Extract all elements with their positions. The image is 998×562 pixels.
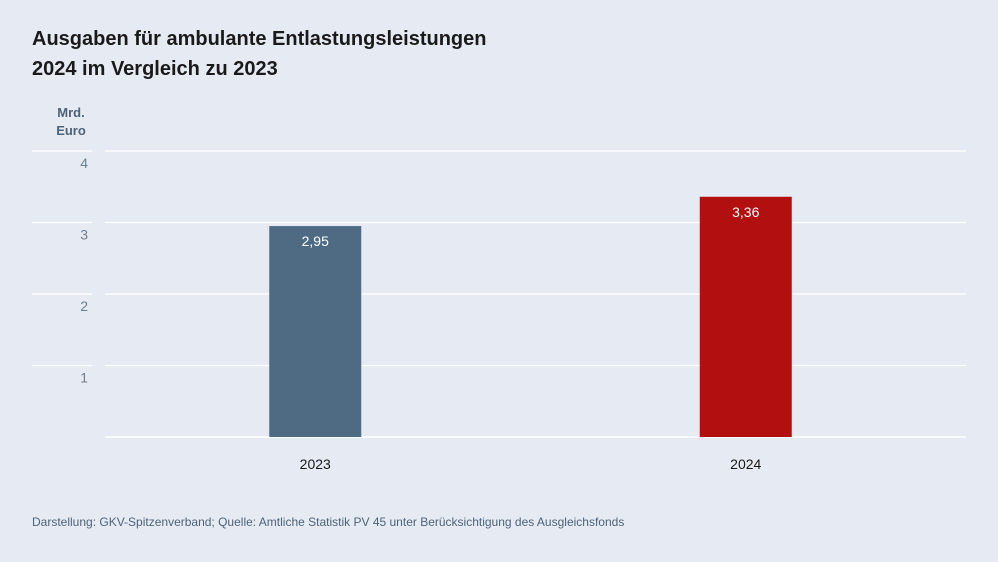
bar-value-label: 3,36 bbox=[732, 204, 759, 220]
bar-2024 bbox=[699, 196, 792, 437]
bar-chart: 1 2 3 4 2,95 2023 3,36 2024 bbox=[32, 150, 966, 472]
source-note: Darstellung: GKV-Spitzenverband; Quelle:… bbox=[32, 515, 625, 529]
bar-2023 bbox=[269, 226, 362, 437]
chart-title: Ausgaben für ambulante Entlastungsleistu… bbox=[32, 24, 487, 84]
chart-title-line-2: 2024 im Vergleich zu 2023 bbox=[32, 58, 278, 80]
y-axis-unit-label: Mrd. Euro bbox=[46, 104, 96, 140]
bar-value-label: 2,95 bbox=[302, 233, 329, 249]
y-tick-label: 4 bbox=[80, 155, 88, 171]
y-axis-unit-line-2: Euro bbox=[56, 123, 86, 138]
chart-title-line-1: Ausgaben für ambulante Entlastungsleistu… bbox=[32, 28, 487, 50]
y-tick-label: 3 bbox=[80, 227, 88, 243]
y-axis-unit-line-1: Mrd. bbox=[57, 105, 85, 120]
x-tick-label: 2024 bbox=[730, 456, 761, 472]
x-tick-label: 2023 bbox=[300, 456, 331, 472]
y-tick-label: 2 bbox=[80, 298, 88, 314]
y-tick-label: 1 bbox=[80, 370, 88, 386]
